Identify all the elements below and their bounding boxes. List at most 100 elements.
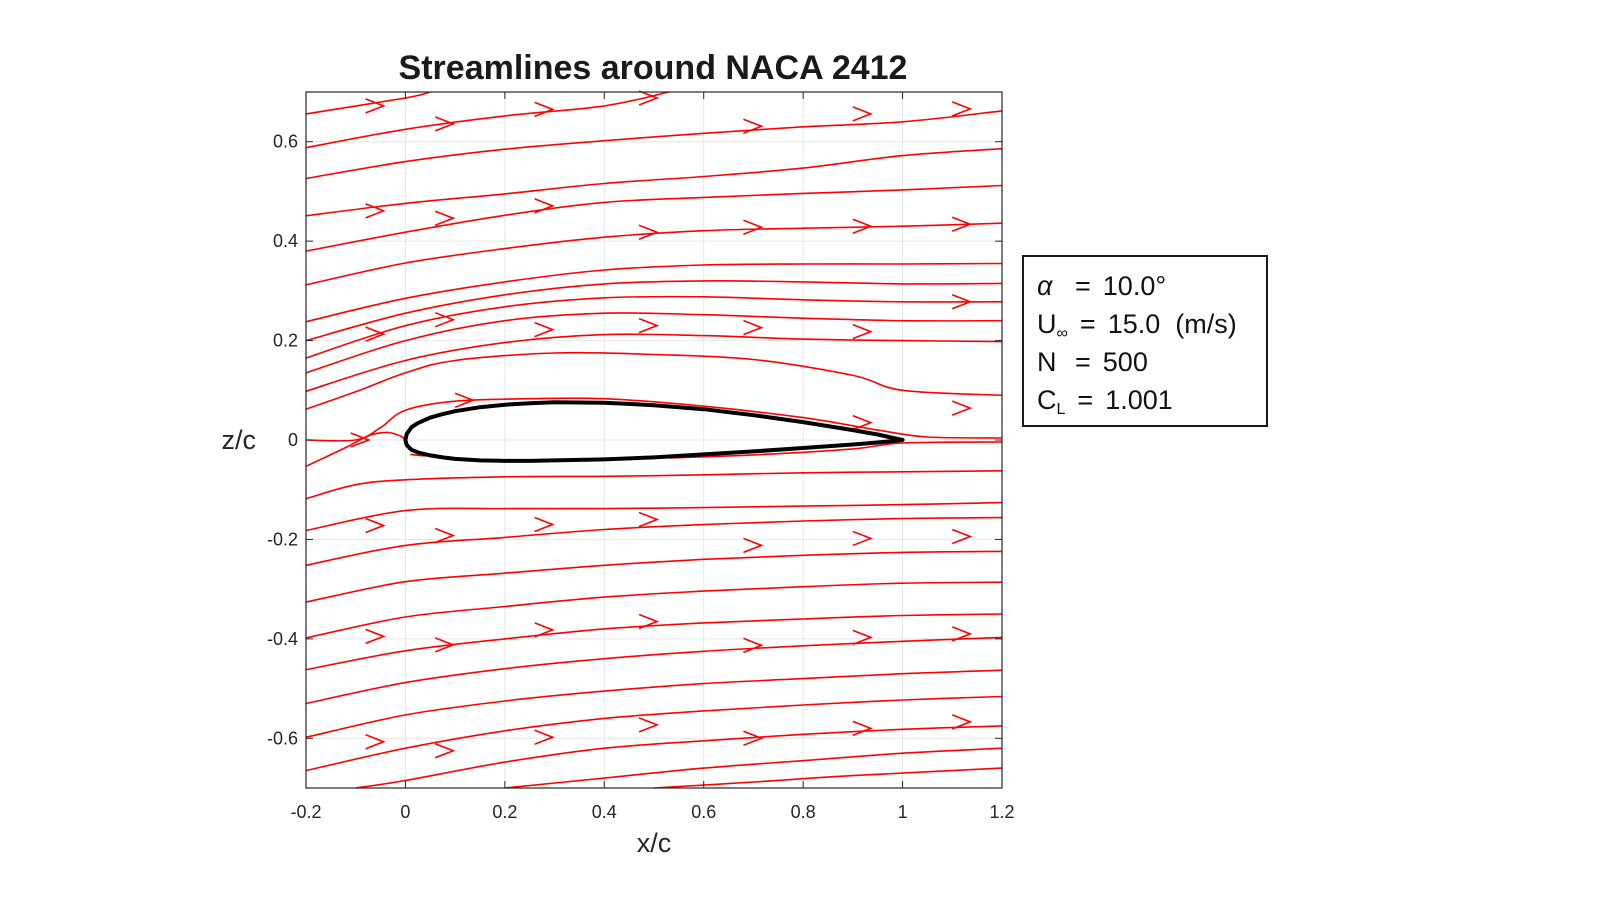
x-tick-label: 0.4 <box>592 802 617 822</box>
streamline <box>305 333 1003 393</box>
streamline <box>305 397 1003 442</box>
y-tick-label: -0.6 <box>267 728 298 748</box>
panel-count-value: 500 <box>1102 347 1148 377</box>
streamline-arrow <box>365 326 386 342</box>
streamline <box>305 262 1003 323</box>
streamlines <box>305 91 1003 789</box>
alpha-line: α = 10.0° <box>1037 267 1266 305</box>
streamline-arrow <box>743 537 764 554</box>
equals-sign: = <box>1079 309 1096 339</box>
streamline <box>653 767 1003 789</box>
streamline <box>305 636 1003 705</box>
streamline <box>305 312 1003 374</box>
streamline-arrow <box>951 101 973 117</box>
streamline <box>305 516 1003 567</box>
streamline <box>305 91 670 149</box>
streamline-arrow <box>365 98 386 114</box>
streamline-arrow <box>534 198 555 214</box>
streamline-arrow <box>638 613 660 630</box>
x-tick-label: -0.2 <box>290 802 321 822</box>
streamline <box>305 280 1003 342</box>
streamline <box>305 222 1003 286</box>
streamline <box>355 725 1003 789</box>
tick-labels: -0.2 0 0.2 0.4 0.6 0.8 1 1.2 -0.6 -0.4 -0.2 0 0.2 0.4… <box>267 132 1015 822</box>
streamline-arrow <box>434 527 456 544</box>
streamline-arrow <box>434 742 456 759</box>
alpha-value: 10.0° <box>1102 271 1167 301</box>
x-tick-label: 1 <box>898 802 908 822</box>
streamline-arrow <box>852 218 874 234</box>
y-tick-label: 0 <box>288 430 298 450</box>
lift-coefficient-value: 1.001 <box>1105 385 1173 415</box>
velocity-line: U∞ = 15.0 (m/s) <box>1037 305 1266 343</box>
streamline-arrow <box>454 392 476 408</box>
alpha-symbol: α <box>1037 271 1053 301</box>
y-axis-label: z/c <box>221 425 256 455</box>
panel-count-line: N = 500 <box>1037 343 1266 381</box>
streamline <box>504 747 1003 789</box>
streamline-arrow <box>852 106 874 122</box>
axis-ticks <box>305 92 1003 788</box>
x-tick-label: 0.2 <box>492 802 517 822</box>
streamline <box>305 147 1003 217</box>
streamline-arrow <box>852 629 874 646</box>
x-axis-label: x/c <box>637 828 672 858</box>
lift-coefficient-symbol: CL <box>1037 385 1066 418</box>
streamline <box>305 501 1003 532</box>
streamline <box>305 184 1003 252</box>
streamline-arrow <box>743 730 764 747</box>
x-tick-label: 0.6 <box>691 802 716 822</box>
streamline-arrow <box>852 323 874 340</box>
x-tick-label: 0.8 <box>791 802 816 822</box>
streamline-arrow <box>534 622 555 638</box>
x-tick-label: 0 <box>400 802 410 822</box>
streamline <box>668 441 1003 459</box>
streamline-arrow <box>951 528 973 545</box>
chart-title: Streamlines around NACA 2412 <box>399 49 908 87</box>
streamline-arrow <box>638 224 660 240</box>
streamline-arrow <box>951 294 973 310</box>
streamline <box>305 550 1003 603</box>
streamline-arrow <box>951 216 973 232</box>
lift-coefficient-line: CL = 1.001 <box>1037 381 1266 419</box>
equals-sign: = <box>1075 347 1091 377</box>
velocity-value: 15.0 (m/s) <box>1107 309 1237 339</box>
parameter-box: α = 10.0° U∞ = 15.0 (m/s) N = 500 CL = 1.001 <box>1022 255 1268 427</box>
streamline-arrow <box>434 311 456 328</box>
streamline-arrow <box>638 511 660 528</box>
streamline-arrow <box>350 432 371 448</box>
streamline <box>305 295 1003 359</box>
streamline-arrow <box>638 317 660 334</box>
streamline-arrow <box>434 116 456 132</box>
streamline-arrow <box>434 210 456 227</box>
y-tick-label: 0.6 <box>273 132 298 152</box>
streamline-arrow <box>852 414 874 431</box>
streamline <box>305 91 431 115</box>
streamline-arrow <box>743 319 764 336</box>
streamline-arrow <box>365 734 386 750</box>
streamline <box>305 351 1003 410</box>
streamline-arrow <box>365 628 386 645</box>
airfoil-outline <box>403 400 905 463</box>
equals-sign: = <box>1077 385 1094 415</box>
streamline <box>305 695 1003 772</box>
y-tick-label: -0.4 <box>267 629 298 649</box>
streamline-arrow <box>852 530 874 547</box>
streamline <box>305 581 1003 639</box>
y-tick-label: 0.2 <box>273 331 298 351</box>
streamline-arrow <box>534 101 555 118</box>
streamline-arrow <box>951 626 973 642</box>
streamline-arrow <box>638 717 660 733</box>
panel-count-symbol: N <box>1037 347 1057 377</box>
streamline-arrow <box>743 637 764 654</box>
x-tick-label: 1.2 <box>989 802 1014 822</box>
streamline-arrow <box>434 637 456 653</box>
streamline-arrow <box>951 714 973 730</box>
streamline-arrow <box>534 516 555 533</box>
streamline <box>305 110 1003 180</box>
streamline-arrow <box>852 720 874 737</box>
streamline-arrow <box>365 203 386 219</box>
streamline <box>305 669 1003 739</box>
y-tick-label: -0.2 <box>267 529 298 549</box>
